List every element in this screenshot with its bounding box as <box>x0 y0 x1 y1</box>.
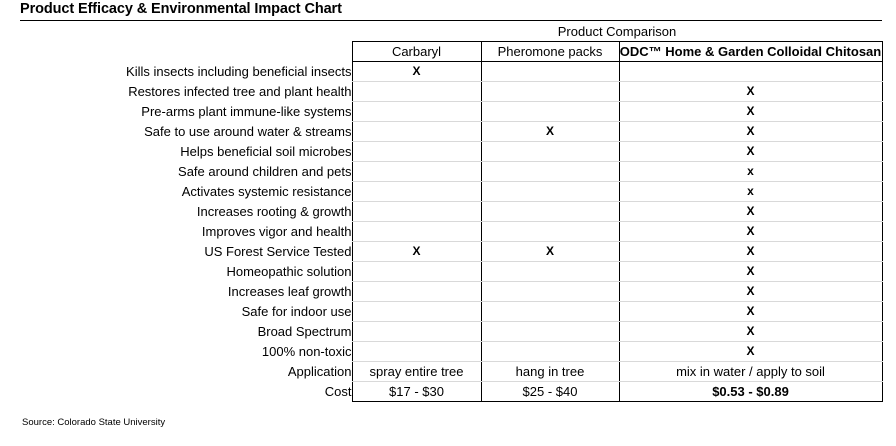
comparison-table: Product Comparison Carbaryl Pheromone pa… <box>20 22 883 402</box>
row-label: Restores infected tree and plant health <box>128 84 352 99</box>
check-mark-cell <box>351 141 482 162</box>
feature-row: Homeopathic solution X <box>20 261 883 282</box>
check-mark-cell <box>351 261 482 282</box>
application-cell: mix in water / apply to soil <box>618 361 883 382</box>
row-label: Pre-arms plant immune-like systems <box>141 104 352 119</box>
check-mark-cell <box>480 321 620 342</box>
feature-row: US Forest Service Tested X X X <box>20 241 883 262</box>
check-mark-cell <box>351 301 482 322</box>
title-divider <box>20 20 882 21</box>
cost-cell: $17 - $30 <box>351 381 482 402</box>
check-mark-cell: X <box>480 241 620 262</box>
check-mark-cell: X <box>618 301 883 322</box>
row-label: Helps beneficial soil microbes <box>180 144 352 159</box>
check-mark-cell <box>351 101 482 122</box>
check-mark-cell <box>351 281 482 302</box>
feature-row: Increases leaf growth X <box>20 281 883 302</box>
row-label: US Forest Service Tested <box>204 244 352 259</box>
check-mark-cell <box>480 341 620 362</box>
check-mark-cell <box>480 281 620 302</box>
check-mark-cell <box>480 161 620 182</box>
row-label: Homeopathic solution <box>226 264 352 279</box>
feature-row: 100% non-toxic X <box>20 341 883 362</box>
check-mark-cell: X <box>618 141 883 162</box>
row-label: 100% non-toxic <box>261 344 352 359</box>
check-mark-cell: X <box>618 241 883 262</box>
feature-row: Improves vigor and health X <box>20 221 883 242</box>
check-mark-cell <box>351 181 482 202</box>
row-label: Increases rooting & growth <box>196 204 352 219</box>
feature-row: Increases rooting & growth X <box>20 201 883 222</box>
feature-row: Activates systemic resistance x <box>20 181 883 202</box>
feature-row: Safe to use around water & streams X X <box>20 121 883 142</box>
feature-row: Safe around children and pets x <box>20 161 883 182</box>
row-label: Safe around children and pets <box>178 164 352 179</box>
check-mark-cell <box>351 161 482 182</box>
check-mark-cell: X <box>351 61 482 82</box>
check-mark-cell <box>480 221 620 242</box>
check-mark-cell: x <box>618 181 883 202</box>
cost-row: Cost $17 - $30 $25 - $40 $0.53 - $0.89 <box>20 381 883 402</box>
feature-row: Helps beneficial soil microbes X <box>20 141 883 162</box>
application-row: Application spray entire tree hang in tree… <box>20 361 883 382</box>
row-label: Increases leaf growth <box>227 284 352 299</box>
row-label: Application <box>287 364 352 379</box>
feature-row: Restores infected tree and plant health X <box>20 81 883 102</box>
check-mark-cell <box>480 61 620 82</box>
check-mark-cell <box>351 81 482 102</box>
row-label: Cost <box>324 384 352 399</box>
application-cell: spray entire tree <box>351 361 482 382</box>
check-mark-cell <box>351 121 482 142</box>
check-mark-cell: X <box>618 341 883 362</box>
feature-row: Safe for indoor use X <box>20 301 883 322</box>
source-note: Source: Colorado State University <box>22 417 166 428</box>
row-label: Safe to use around water & streams <box>144 124 352 139</box>
check-mark-cell <box>618 61 883 82</box>
check-mark-cell: X <box>618 81 883 102</box>
check-mark-cell: X <box>618 101 883 122</box>
check-mark-cell <box>480 261 620 282</box>
row-label: Safe for indoor use <box>241 304 352 319</box>
check-mark-cell <box>480 141 620 162</box>
row-label: Broad Spectrum <box>257 324 352 339</box>
check-mark-cell <box>480 101 620 122</box>
cost-cell: $25 - $40 <box>480 381 620 402</box>
check-mark-cell: X <box>618 121 883 142</box>
check-mark-cell: X <box>618 261 883 282</box>
feature-row: Pre-arms plant immune-like systems X <box>20 101 883 122</box>
chart-title: Product Efficacy & Environmental Impact … <box>20 1 342 17</box>
check-mark-cell <box>480 301 620 322</box>
check-mark-cell <box>480 201 620 222</box>
column-header-odc-chitosan: ODC™ Home & Garden Colloidal Chitosan <box>618 41 883 62</box>
check-mark-cell: X <box>618 201 883 222</box>
check-mark-cell <box>351 221 482 242</box>
check-mark-cell <box>351 201 482 222</box>
check-mark-cell: X <box>480 121 620 142</box>
application-cell: hang in tree <box>480 361 620 382</box>
row-label: Improves vigor and health <box>201 224 352 239</box>
check-mark-cell <box>480 81 620 102</box>
product-comparison-header: Product Comparison <box>352 22 882 42</box>
cost-cell: $0.53 - $0.89 <box>618 381 883 402</box>
check-mark-cell: X <box>618 221 883 242</box>
check-mark-cell: x <box>618 161 883 182</box>
check-mark-cell: X <box>351 241 482 262</box>
column-header-pheromone-packs: Pheromone packs <box>480 41 620 62</box>
check-mark-cell <box>351 321 482 342</box>
column-header-carbaryl: Carbaryl <box>351 41 482 62</box>
row-label: Activates systemic resistance <box>181 184 352 199</box>
feature-row: Broad Spectrum X <box>20 321 883 342</box>
check-mark-cell: X <box>618 321 883 342</box>
check-mark-cell <box>480 181 620 202</box>
check-mark-cell <box>351 341 482 362</box>
row-label: Kills insects including beneficial insec… <box>126 64 352 79</box>
feature-row: Kills insects including beneficial insec… <box>20 61 883 82</box>
check-mark-cell: X <box>618 281 883 302</box>
